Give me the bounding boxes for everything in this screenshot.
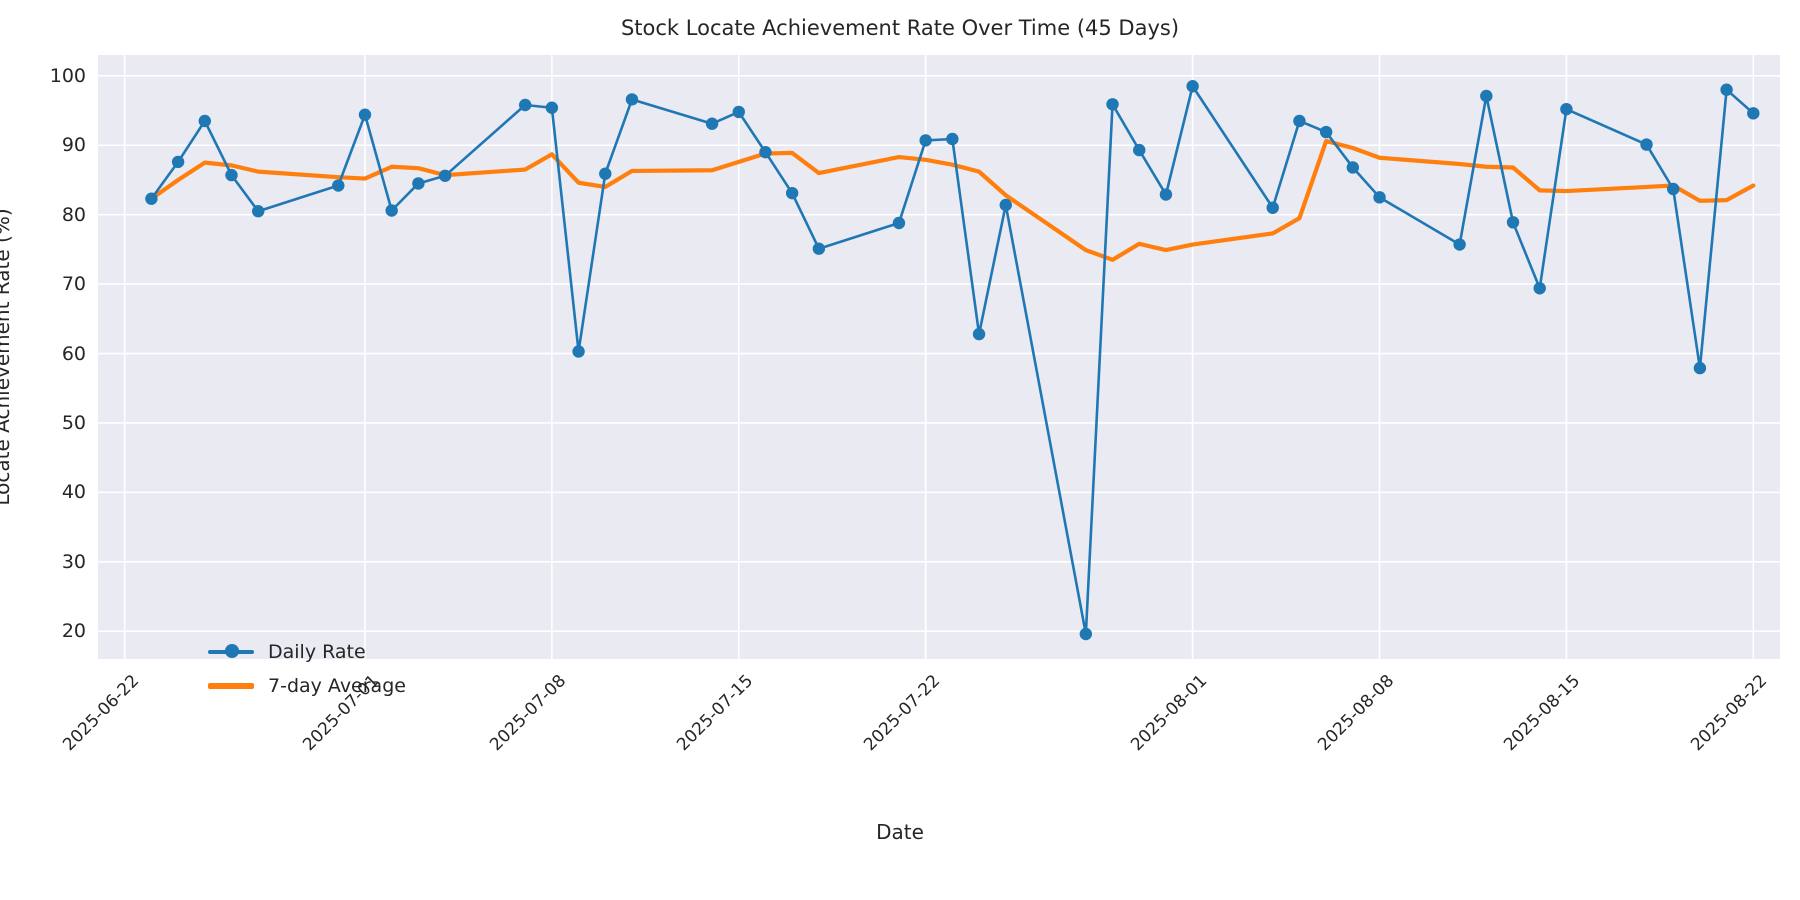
data-point[interactable] <box>1373 191 1386 204</box>
data-point[interactable] <box>1319 125 1333 139</box>
y-axis-tick-label: 70 <box>61 273 86 296</box>
plot-area: Daily Rate 7-day Average <box>98 55 1780 697</box>
y-axis-label: Locate Achievement Rate (%) <box>0 208 14 506</box>
data-point[interactable] <box>599 167 612 180</box>
data-point[interactable] <box>1693 361 1707 375</box>
data-point[interactable] <box>972 327 986 341</box>
data-point[interactable] <box>705 117 719 130</box>
series-layer <box>145 80 1760 641</box>
y-axis-tick-label: 30 <box>61 550 86 573</box>
data-point[interactable] <box>1667 182 1680 196</box>
data-point[interactable] <box>251 205 265 218</box>
y-axis-tick-label: 80 <box>61 203 86 226</box>
y-axis-tick-label: 60 <box>61 342 86 365</box>
data-point[interactable] <box>999 198 1012 212</box>
y-axis-tick-label: 20 <box>61 620 86 643</box>
legend-label-daily: Daily Rate <box>268 641 366 663</box>
data-point[interactable] <box>732 105 745 119</box>
gridlines <box>98 55 1780 659</box>
chart-svg <box>98 55 1780 659</box>
data-point[interactable] <box>1480 89 1493 103</box>
data-point[interactable] <box>412 177 425 190</box>
data-point[interactable] <box>919 134 932 147</box>
data-point[interactable] <box>438 169 452 182</box>
data-point[interactable] <box>332 179 345 192</box>
x-axis-tick-label: 2025-07-08 <box>485 671 571 756</box>
data-point[interactable] <box>759 146 772 159</box>
data-point[interactable] <box>145 192 158 205</box>
data-point[interactable] <box>198 114 211 128</box>
data-point[interactable] <box>358 108 372 121</box>
data-point[interactable] <box>1293 114 1306 128</box>
data-point[interactable] <box>1266 201 1279 214</box>
legend-item-daily[interactable]: Daily Rate <box>208 635 406 669</box>
data-point[interactable] <box>1533 282 1546 295</box>
legend-marker-daily-icon <box>208 642 254 662</box>
data-point[interactable] <box>812 242 826 255</box>
data-point[interactable] <box>572 345 585 358</box>
y-axis-tick-label: 90 <box>61 134 86 157</box>
data-point[interactable] <box>1346 161 1360 174</box>
x-axis-tick-label: 2025-08-08 <box>1313 671 1398 756</box>
data-point[interactable] <box>1640 138 1653 151</box>
x-axis-tick-label: 2025-08-22 <box>1687 671 1772 756</box>
y-axis-tick-label: 40 <box>61 481 86 504</box>
data-point[interactable] <box>225 168 238 182</box>
data-point[interactable] <box>1159 188 1173 201</box>
data-point[interactable] <box>946 132 959 146</box>
x-axis-tick-label: 2025-07-15 <box>672 671 757 756</box>
y-axis-tick-label: 50 <box>61 411 86 434</box>
data-point[interactable] <box>1720 83 1733 96</box>
chart-legend: Daily Rate 7-day Average <box>198 627 418 711</box>
legend-marker-average-icon <box>208 676 254 696</box>
legend-label-average: 7-day Average <box>268 675 406 697</box>
data-point[interactable] <box>1079 627 1093 641</box>
data-point[interactable] <box>1747 107 1760 120</box>
data-point[interactable] <box>785 186 799 200</box>
data-point[interactable] <box>545 101 559 114</box>
data-point[interactable] <box>892 216 906 230</box>
data-point[interactable] <box>518 98 532 112</box>
chart-title: Stock Locate Achievement Rate Over Time … <box>620 16 1180 40</box>
series-line <box>149 138 1756 262</box>
data-point[interactable] <box>625 93 639 106</box>
data-point[interactable] <box>1560 102 1573 116</box>
x-axis-tick-label: 2025-07-22 <box>859 671 944 756</box>
legend-item-average[interactable]: 7-day Average <box>208 669 406 703</box>
data-point[interactable] <box>385 204 398 217</box>
y-axis-tick-label: 100 <box>49 64 86 87</box>
data-point[interactable] <box>1186 80 1199 93</box>
x-axis-tick-label: 2025-06-22 <box>58 671 143 756</box>
x-axis-tick-label: 2025-08-15 <box>1500 671 1585 756</box>
data-point[interactable] <box>171 155 185 169</box>
data-point[interactable] <box>1506 216 1520 229</box>
x-axis-tick-label: 2025-08-01 <box>1126 671 1211 756</box>
x-axis-label: Date <box>876 820 924 844</box>
data-point[interactable] <box>1453 238 1466 251</box>
data-point[interactable] <box>1106 98 1119 111</box>
data-point[interactable] <box>1133 143 1146 157</box>
